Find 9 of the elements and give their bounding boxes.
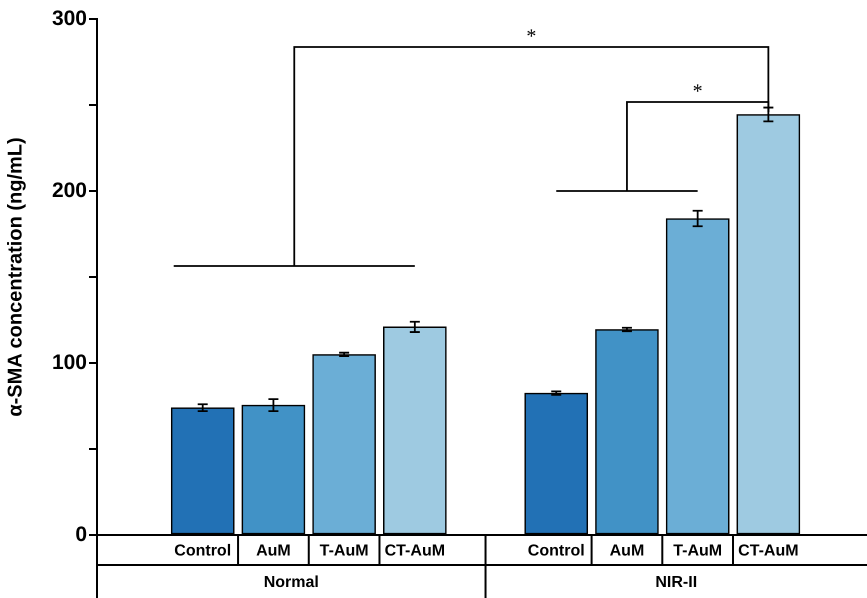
y-axis-title: α-SMA concentration (ng/mL) bbox=[4, 137, 27, 417]
text: Normal bbox=[264, 574, 319, 591]
y-tick-label: 200 bbox=[52, 178, 87, 202]
y-tick-label: 0 bbox=[75, 522, 87, 546]
annotation: * bbox=[692, 80, 703, 102]
y-tick-label: 300 bbox=[52, 6, 87, 30]
text: NIR-II bbox=[655, 574, 698, 591]
annotation: * bbox=[526, 25, 536, 48]
y-tick-label: 100 bbox=[52, 350, 87, 374]
